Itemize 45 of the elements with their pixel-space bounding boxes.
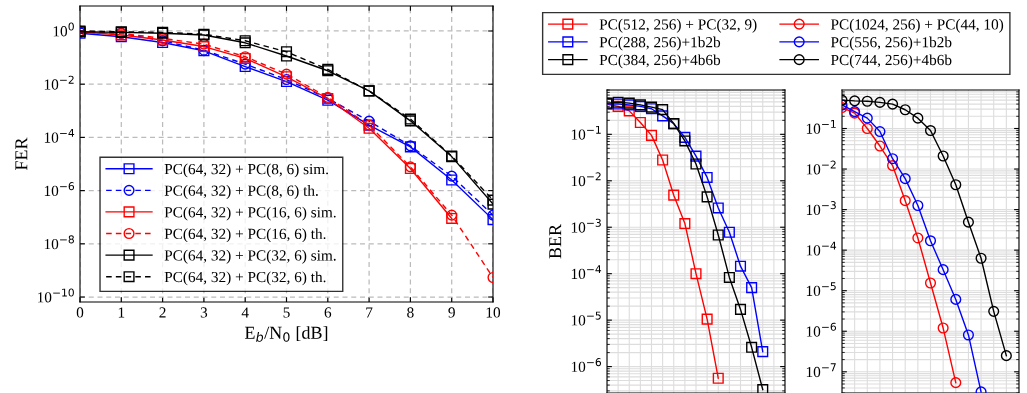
x-tick-label: 2 bbox=[159, 307, 166, 318]
x-axis-title: E$_{b}$/N$_{0}$ [dB] bbox=[244, 326, 328, 342]
y-tick-label: 10$^{−5}$ bbox=[571, 311, 601, 326]
y-tick-label: 10$^{−4}$ bbox=[806, 241, 837, 256]
x-tick-label: 0 bbox=[76, 307, 84, 318]
legend-label: PC(64, 32) + PC(32, 6) th. bbox=[164, 271, 326, 286]
y-tick-label: 10$^{−3}$ bbox=[571, 218, 601, 233]
legend-label: PC(384, 256)+4b6b bbox=[599, 54, 721, 69]
x-tick-label: 5 bbox=[283, 307, 290, 318]
y-axis-title: BER bbox=[549, 223, 562, 259]
legend-label: PC(288, 256)+1b2b bbox=[599, 36, 721, 51]
y-tick-label: 10$^{−8}$ bbox=[44, 235, 74, 250]
legend-label: PC(556, 256)+1b2b bbox=[830, 36, 952, 51]
y-tick-label: 10$^{−6}$ bbox=[806, 322, 837, 337]
y-tick-label: 10$^{−1}$ bbox=[571, 125, 601, 140]
y-tick-label: 10$^{−3}$ bbox=[806, 201, 836, 216]
legend-label: PC(744, 256)+4b6b bbox=[830, 54, 952, 69]
legend-label: PC(64, 32) + PC(8, 6) th. bbox=[164, 185, 318, 199]
legend-label: PC(64, 32) + PC(16, 6) th. bbox=[164, 228, 326, 243]
x-tick-label: 6 bbox=[324, 307, 332, 318]
legend-label: PC(64, 32) + PC(8, 6) sim. bbox=[164, 163, 328, 178]
y-tick-label: 10$^{−2}$ bbox=[571, 172, 601, 187]
x-tick-label: 4 bbox=[241, 307, 249, 318]
legend-label: PC(512, 256) + PC(32, 9) bbox=[599, 18, 757, 33]
x-tick-label: 3 bbox=[200, 307, 208, 318]
y-tick-label: 10$^{−7}$ bbox=[806, 363, 836, 378]
y-tick-label: 10$^{−6}$ bbox=[571, 358, 602, 373]
legend-label: PC(64, 32) + PC(16, 6) sim. bbox=[164, 206, 336, 221]
y-tick-label: 10$^{−1}$ bbox=[806, 120, 836, 134]
y-axis-title: FER bbox=[15, 137, 28, 171]
y-tick-label: 10$^{−10}$ bbox=[37, 288, 74, 303]
x-tick-label: 10 bbox=[486, 307, 501, 318]
x-tick-label: 8 bbox=[407, 307, 414, 318]
y-tick-label: 10$^{−2}$ bbox=[806, 160, 836, 175]
x-tick-label: 7 bbox=[366, 307, 373, 318]
y-tick-label: 10$^{−5}$ bbox=[806, 282, 836, 297]
y-tick-label: 10$^{−4}$ bbox=[571, 265, 602, 280]
y-tick-label: 10$^{−4}$ bbox=[44, 128, 75, 143]
x-tick-label: 1 bbox=[118, 307, 125, 318]
y-tick-label: 10$^{−6}$ bbox=[44, 182, 75, 197]
x-tick-label: 9 bbox=[448, 307, 455, 318]
y-tick-label: 10$^{0}$ bbox=[53, 22, 74, 37]
legend-label: PC(64, 32) + PC(32, 6) sim. bbox=[164, 249, 336, 264]
y-tick-label: 10$^{−2}$ bbox=[44, 75, 74, 90]
legend-label: PC(1024, 256) + PC(44, 10) bbox=[830, 18, 1004, 33]
